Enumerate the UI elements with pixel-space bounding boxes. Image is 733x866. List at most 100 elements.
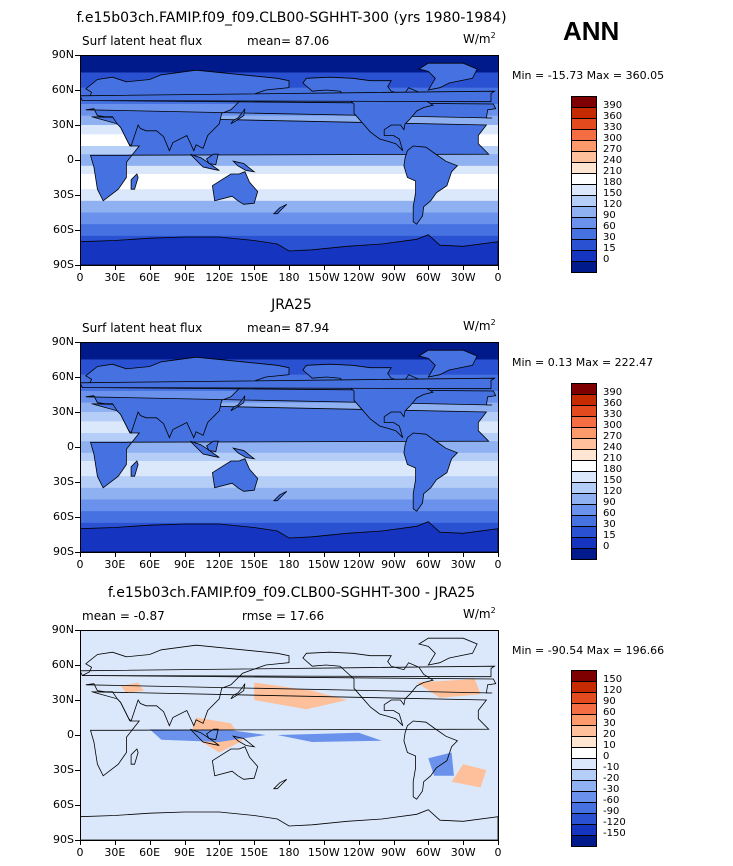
colorbar-level: -120 [603, 817, 626, 828]
colorbar-level: 0 [603, 254, 610, 265]
coastline-newguinea [232, 160, 256, 173]
coastline-uk [80, 377, 496, 390]
lat-tick-mark [75, 195, 80, 196]
lon-tick-label: 90E [174, 846, 195, 859]
lat-tick-label: 90N [51, 623, 74, 636]
lon-tick-label: 150W [307, 846, 340, 859]
lon-tick-label: 60E [139, 846, 161, 859]
lon-tick-label: 90E [174, 271, 195, 284]
lon-tick-label: 60W [415, 271, 441, 284]
colorbar-level: 150 [603, 188, 623, 199]
units-base: W/m [463, 607, 491, 621]
lat-tick-label: 90S [53, 545, 74, 558]
colorbar-level: 120 [603, 685, 623, 696]
units-exponent: 2 [490, 318, 496, 327]
lat-tick-mark [75, 665, 80, 666]
coastline-indonesia [190, 153, 220, 171]
lat-tick-label: 0 [67, 153, 74, 166]
colorbar-level: 360 [603, 111, 623, 122]
lon-tick-mark [289, 552, 290, 557]
colorbar-level: 240 [603, 442, 623, 453]
lat-tick-label: 60N [51, 370, 74, 383]
lon-tick-mark [254, 552, 256, 557]
lon-tick-mark [254, 840, 256, 845]
lon-tick-mark [323, 265, 325, 270]
stat-label: mean= 87.94 [247, 321, 330, 335]
lat-tick-mark [75, 735, 80, 736]
lon-tick-label: 60E [139, 271, 161, 284]
lat-tick-label: 90N [51, 335, 74, 348]
colorbar-level: 270 [603, 144, 623, 155]
lat-tick-label: 60S [53, 223, 74, 236]
lon-tick-label: 120W [342, 271, 375, 284]
colorbar: 150 120 90 60 30 20 10 0 -10 -20 -30 -60 -90 -120 -150 [571, 670, 651, 847]
coastline-madagascar [130, 173, 139, 190]
lat-tick-label: 60N [51, 83, 74, 96]
stat-label: mean= 87.06 [247, 34, 330, 48]
lon-tick-mark [428, 265, 430, 270]
coastline-nz [272, 778, 287, 790]
lon-tick-label: 120E [205, 558, 234, 571]
lat-tick-mark [75, 265, 80, 266]
lat-tick-mark [75, 342, 80, 343]
colorbar-level: 30 [603, 718, 616, 729]
lon-tick-label: 0 [494, 558, 502, 571]
colorbar-level: 390 [603, 387, 623, 398]
coastline-japan [230, 683, 246, 700]
lat-tick-label: 30S [53, 188, 74, 201]
coastline-europe [82, 69, 497, 152]
season-label: ANN [563, 16, 620, 46]
colorbar: 390 360 330 300 270 240 210 180 150 120 90 60 30 15 0 [571, 383, 651, 560]
units-label: W/m2 [463, 318, 496, 333]
colorbar: 390 360 330 300 270 240 210 180 150 120 90 60 30 15 0 [571, 96, 651, 273]
lat-tick-mark [75, 230, 80, 231]
lon-tick-mark [184, 552, 186, 557]
lat-tick-label: 0 [67, 728, 74, 741]
coastline-indonesia [190, 440, 220, 458]
coastline-madagascar [130, 748, 139, 765]
lon-tick-mark [184, 840, 186, 845]
lat-tick-mark [75, 90, 80, 91]
colorbar-level: -60 [603, 795, 620, 806]
lon-tick-label: 180 [278, 846, 300, 859]
lon-tick-mark [358, 840, 360, 845]
coastline-borneo [206, 728, 219, 741]
coastline-nz [272, 203, 287, 215]
colorbar-level: 30 [603, 519, 616, 530]
colorbar-level: 90 [603, 210, 616, 221]
lon-tick-label: 0 [76, 271, 84, 284]
lon-tick-label: 30W [450, 558, 476, 571]
lat-tick-mark [75, 125, 80, 126]
lon-tick-label: 150E [240, 271, 269, 284]
colorbar-level: 10 [603, 740, 616, 751]
contour-map [80, 630, 499, 841]
lon-tick-label: 120W [342, 558, 375, 571]
coastline-nz [272, 490, 287, 502]
lon-tick-label: 150W [307, 271, 340, 284]
colorbar-level: 330 [603, 409, 623, 420]
colorbar-swatch [571, 261, 597, 273]
lat-tick-label: 30N [51, 118, 74, 131]
coastline-indonesia [190, 728, 220, 746]
lon-tick-label: 30E [104, 558, 126, 571]
colorbar-level: -10 [603, 762, 620, 773]
lon-tick-label: 150E [240, 558, 269, 571]
colorbar-level: 270 [603, 431, 623, 442]
coastline-japan [230, 108, 246, 125]
lon-tick-mark [393, 840, 395, 845]
lon-tick-mark [149, 265, 151, 270]
lat-tick-mark [75, 552, 80, 553]
lon-tick-mark [219, 552, 221, 557]
lon-tick-mark [358, 552, 360, 557]
lon-tick-mark [149, 840, 151, 845]
units-exponent: 2 [490, 606, 496, 615]
colorbar-level: 60 [603, 508, 616, 519]
colorbar-level: 150 [603, 475, 623, 486]
lat-tick-mark [75, 517, 80, 518]
panel-title: f.e15b03ch.FAMIP.f09_f09.CLB00-SGHHT-300… [107, 585, 476, 601]
lon-tick-mark [393, 552, 395, 557]
lat-tick-mark [75, 482, 80, 483]
field-label: Surf latent heat flux [82, 321, 203, 335]
units-label: W/m2 [463, 606, 496, 621]
colorbar-level: 180 [603, 177, 623, 188]
